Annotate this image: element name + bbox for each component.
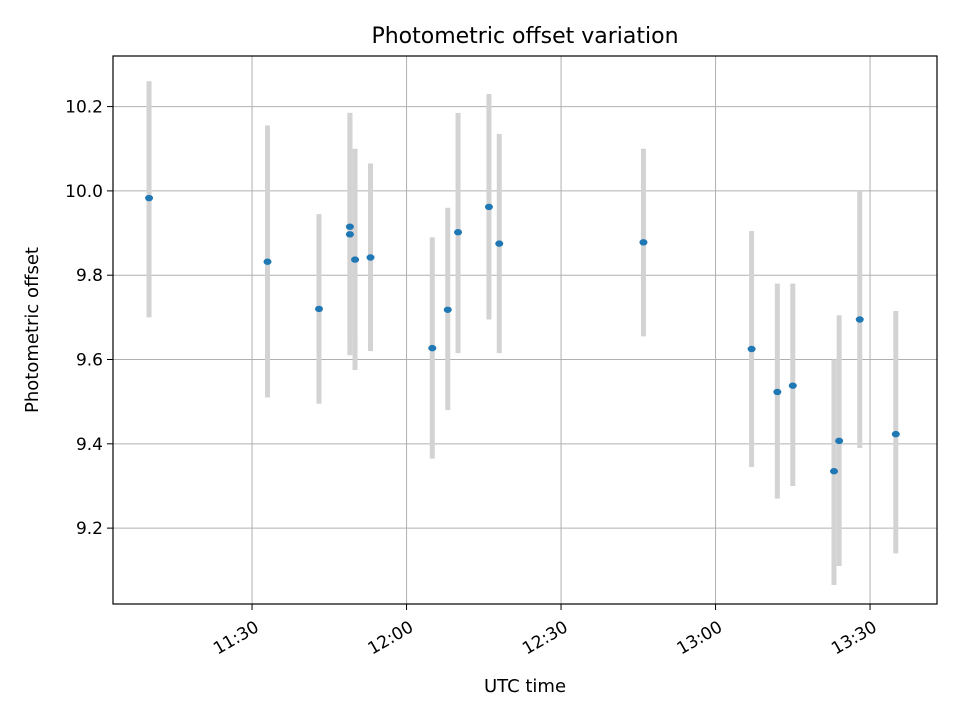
x-tick-label: 11:30: [210, 617, 262, 659]
data-point: [443, 306, 452, 313]
y-tick-label: 9.6: [76, 351, 103, 371]
data-point: [345, 231, 354, 238]
plot-frame: [112, 55, 938, 605]
data-point: [830, 468, 838, 475]
y-tick-label: 9.2: [76, 519, 103, 539]
data-point: [351, 256, 360, 263]
y-tick-label: 10.0: [65, 182, 103, 202]
data-point: [263, 258, 272, 265]
data-point: [855, 316, 864, 323]
data-point: [366, 254, 375, 261]
data-point: [484, 203, 493, 211]
x-tick-label: 13:00: [674, 617, 726, 659]
data-point: [891, 430, 900, 438]
x-tick-label: 12:30: [519, 617, 571, 659]
data-point: [835, 437, 844, 445]
y-axis-label: Photometric offset: [22, 247, 43, 413]
y-tick-label: 9.8: [76, 266, 103, 286]
chart-title: Photometric offset variation: [371, 24, 678, 49]
data-point: [788, 382, 797, 389]
data-point: [773, 388, 782, 396]
data-point: [145, 194, 154, 202]
y-tick-label: 10.2: [65, 98, 103, 118]
data-point: [345, 223, 354, 230]
data-point: [454, 229, 463, 236]
data-point: [747, 345, 756, 353]
axis-ticks: 11:30 12:00 12:30 13:00 13:30 9.2 9.4 9.6 9.8 10.…: [65, 98, 880, 660]
data-point: [428, 344, 437, 352]
x-tick-label: 13:30: [828, 617, 880, 659]
x-tick-label: 12:00: [365, 617, 417, 659]
data-point: [639, 239, 648, 246]
data-points: [145, 194, 900, 475]
data-point: [315, 305, 323, 313]
data-point: [495, 240, 504, 247]
y-tick-label: 9.4: [76, 435, 103, 455]
x-axis-label: UTC time: [484, 676, 566, 697]
grid: [113, 56, 937, 604]
error-bars: [146, 81, 899, 586]
